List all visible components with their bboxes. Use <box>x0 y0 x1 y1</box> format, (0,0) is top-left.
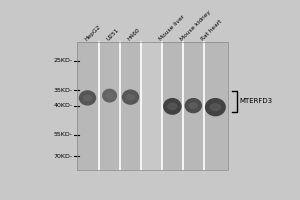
Bar <box>141 42 162 170</box>
Text: MTERFD3: MTERFD3 <box>240 98 273 104</box>
Ellipse shape <box>167 103 178 110</box>
Text: 40KD-: 40KD- <box>53 103 72 108</box>
Text: Mouse liver: Mouse liver <box>158 14 186 42</box>
Text: Rat heart: Rat heart <box>200 19 223 42</box>
Text: 70KD-: 70KD- <box>53 154 72 159</box>
Text: Mouse kidney: Mouse kidney <box>179 9 212 42</box>
Text: 35KD-: 35KD- <box>53 88 72 93</box>
Bar <box>77 42 228 170</box>
Ellipse shape <box>163 98 182 115</box>
Text: U251: U251 <box>106 27 120 42</box>
Ellipse shape <box>105 92 114 99</box>
Ellipse shape <box>126 94 135 101</box>
Ellipse shape <box>83 94 92 101</box>
Ellipse shape <box>79 90 96 106</box>
Ellipse shape <box>122 89 139 105</box>
Text: H460: H460 <box>127 27 142 42</box>
Ellipse shape <box>210 103 221 111</box>
Ellipse shape <box>184 98 202 113</box>
Bar <box>77 42 228 170</box>
Text: HepG2: HepG2 <box>84 24 102 42</box>
Text: 25KD-: 25KD- <box>53 58 72 63</box>
Ellipse shape <box>188 102 198 109</box>
Ellipse shape <box>205 98 226 116</box>
Text: 55KD-: 55KD- <box>53 132 72 137</box>
Ellipse shape <box>102 89 117 103</box>
